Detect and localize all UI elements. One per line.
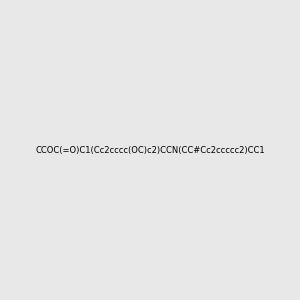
Text: CCOC(=O)C1(Cc2cccc(OC)c2)CCN(CC#Cc2ccccc2)CC1: CCOC(=O)C1(Cc2cccc(OC)c2)CCN(CC#Cc2ccccc… <box>35 146 265 154</box>
